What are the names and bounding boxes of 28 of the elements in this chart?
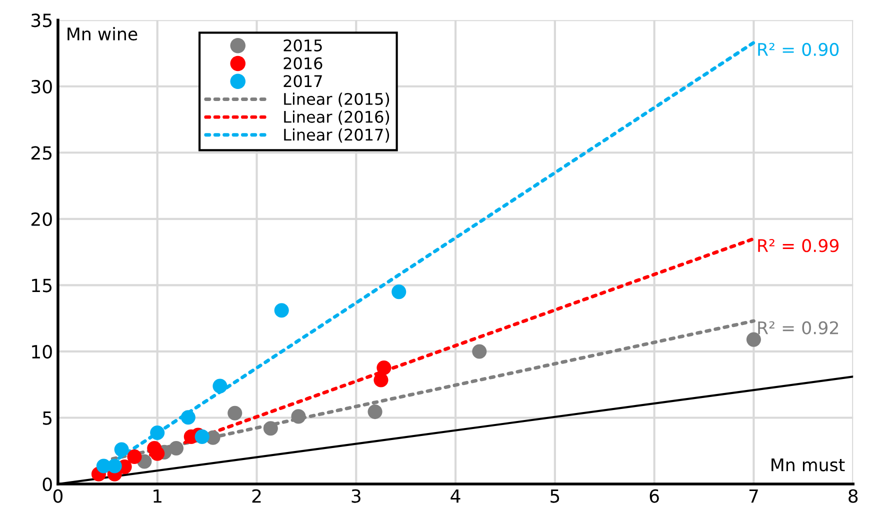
y-tick-label: 10 (32, 344, 52, 359)
legend-label: 2015 (284, 39, 322, 52)
annotation: R² = 0.92 (758, 321, 838, 334)
x-tick-label: 3 (352, 489, 360, 503)
legend-label: 2017 (284, 75, 322, 88)
y-tick-label: 20 (31, 212, 52, 226)
legend-label: 2016 (284, 57, 322, 70)
x-tick-label: 5 (550, 489, 560, 503)
y-tick-label: 35 (32, 14, 52, 28)
y-tick-label: 0 (42, 477, 52, 492)
x-tick-label: 7 (749, 489, 758, 503)
annotation: R² = 0.90 (758, 42, 839, 56)
x-axis-title: Mn must (772, 458, 845, 472)
y-tick-label: 15 (32, 278, 52, 292)
legend-label: Linear (2016) (284, 110, 390, 125)
x-tick-label: 6 (650, 489, 659, 503)
x-tick-label: 2 (252, 489, 261, 503)
x-tick-label: 1 (154, 489, 162, 503)
x-tick-label: 8 (848, 489, 858, 503)
x-tick-label: 0 (53, 489, 63, 503)
x-tick-label: 4 (450, 489, 460, 503)
y-axis-title: Mn wine (68, 27, 138, 40)
annotation: R² = 0.99 (758, 239, 839, 252)
y-tick-label: 25 (31, 146, 52, 160)
y-tick-label: 5 (43, 411, 52, 425)
y-tick-label: 30 (32, 80, 52, 94)
legend-label: Linear (2017) (284, 128, 390, 143)
legend-label: Linear (2015) (284, 92, 390, 107)
